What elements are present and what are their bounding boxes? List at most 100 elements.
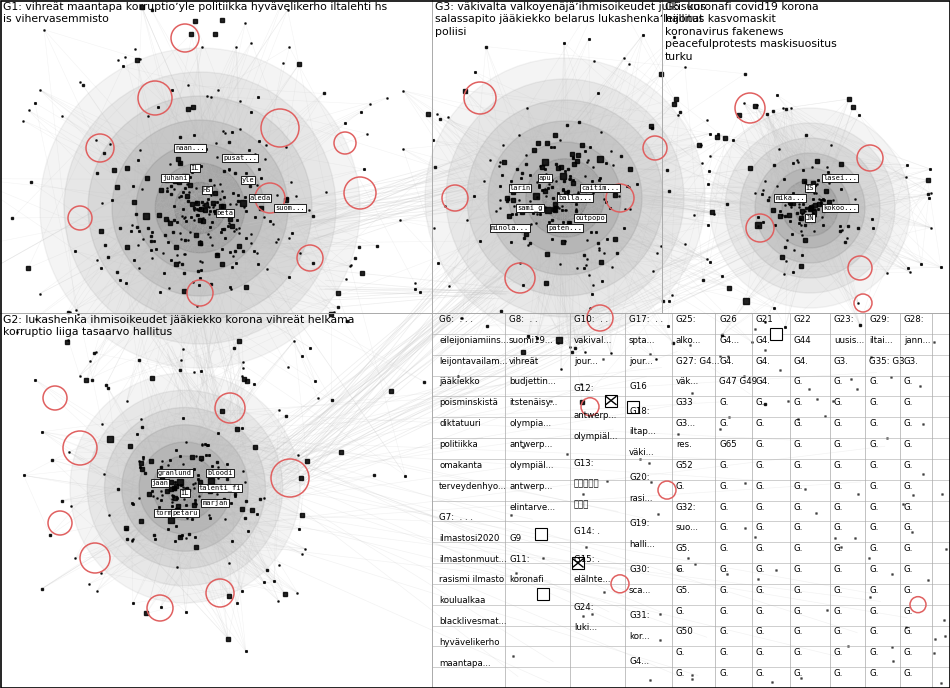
- Text: G.: G.: [756, 544, 766, 553]
- Text: G.: G.: [719, 502, 729, 511]
- Text: suomi19...: suomi19...: [509, 336, 554, 345]
- Text: G3: väkivalta valkoyenäjäʼihmisoikeudet julkisuus
salassapito jääkiekko belarus : G3: väkivalta valkoyenäjäʼihmisoikeudet …: [435, 2, 706, 36]
- Text: leijontavailam...: leijontavailam...: [439, 356, 507, 365]
- Text: halli...: halli...: [629, 540, 655, 549]
- Text: aleda: aleda: [249, 195, 271, 201]
- Text: G.: G.: [904, 419, 913, 428]
- Text: G.: G.: [869, 648, 879, 657]
- Circle shape: [136, 144, 264, 272]
- Text: omakanta: omakanta: [439, 461, 482, 470]
- Text: koulualkaa: koulualkaa: [439, 596, 485, 605]
- Text: G.: G.: [904, 398, 913, 407]
- Text: larin: larin: [509, 185, 531, 191]
- Text: G.: G.: [904, 482, 913, 491]
- Text: kokoo...: kokoo...: [823, 205, 857, 211]
- Text: G.: G.: [794, 440, 804, 449]
- Circle shape: [40, 48, 360, 368]
- Text: G.: G.: [904, 607, 913, 616]
- Text: G.: G.: [869, 586, 879, 595]
- Text: G11:: G11:: [509, 555, 530, 563]
- Text: G.: G.: [676, 607, 685, 616]
- Circle shape: [794, 192, 826, 224]
- Text: pusat...: pusat...: [223, 155, 257, 161]
- Text: G.: G.: [904, 648, 913, 657]
- Text: G.: G.: [834, 482, 844, 491]
- Text: G.: G.: [676, 482, 685, 491]
- Text: G.: G.: [869, 607, 879, 616]
- Circle shape: [64, 72, 336, 344]
- Text: G.: G.: [794, 669, 804, 678]
- Text: G.: G.: [756, 524, 766, 533]
- Text: G44: G44: [794, 336, 811, 345]
- Text: G14: .: G14: .: [574, 528, 600, 537]
- Text: G.: G.: [904, 524, 913, 533]
- Text: G4...: G4...: [719, 336, 739, 345]
- Circle shape: [740, 138, 880, 278]
- Text: G8:  . .: G8: . .: [509, 315, 538, 324]
- Text: uusis...: uusis...: [834, 336, 864, 345]
- Text: G.: G.: [904, 586, 913, 595]
- Text: G9: G9: [509, 534, 522, 543]
- Text: G29:: G29:: [869, 315, 889, 324]
- Circle shape: [175, 182, 225, 234]
- Circle shape: [542, 175, 587, 220]
- Text: G.: G.: [904, 440, 913, 449]
- Text: caitim...: caitim...: [580, 185, 619, 191]
- Text: ilmastonmuut...: ilmastonmuut...: [439, 555, 506, 563]
- Text: G.: G.: [676, 648, 685, 657]
- Text: G.: G.: [904, 502, 913, 511]
- Text: G.: G.: [834, 627, 844, 636]
- Text: diktatuuri: diktatuuri: [439, 419, 481, 428]
- Text: G.: G.: [719, 648, 729, 657]
- Text: G.: G.: [756, 482, 766, 491]
- Text: G.: G.: [719, 627, 729, 636]
- Text: G10:  . .: G10: . .: [574, 315, 608, 324]
- Text: G2: lukashenka ihmisoikeudet jääkiekko korona vihreät helkama
korruptio liiga ta: G2: lukashenka ihmisoikeudet jääkiekko k…: [3, 315, 354, 337]
- Text: フィンラン: フィンラン: [574, 480, 599, 488]
- Circle shape: [88, 96, 312, 320]
- Text: eileijoniamiins...: eileijoniamiins...: [439, 336, 508, 345]
- Text: antwerp...: antwerp...: [574, 411, 618, 420]
- Text: G50: G50: [676, 627, 694, 636]
- Circle shape: [725, 123, 895, 293]
- Circle shape: [509, 142, 621, 254]
- Text: G5: koronafi covid19 korona
hallitus kasvomaskit
koronavirus fakenews
peacefulpr: G5: koronafi covid19 korona hallitus kas…: [665, 2, 837, 62]
- Circle shape: [153, 456, 218, 520]
- Text: budjettin...: budjettin...: [509, 378, 556, 387]
- Text: G26: G26: [719, 315, 737, 324]
- Text: balla...: balla...: [558, 195, 592, 201]
- Circle shape: [104, 407, 265, 568]
- Text: G.: G.: [834, 440, 844, 449]
- Text: G.: G.: [869, 565, 879, 574]
- Text: iltai...: iltai...: [869, 336, 893, 345]
- Text: G.: G.: [794, 524, 804, 533]
- Circle shape: [425, 58, 705, 338]
- Text: G.: G.: [869, 440, 879, 449]
- Text: G33: G33: [676, 398, 694, 407]
- Text: G.: G.: [794, 378, 804, 387]
- Text: olympiäl...: olympiäl...: [509, 461, 554, 470]
- Text: kor...: kor...: [629, 632, 650, 641]
- Text: G21: G21: [756, 315, 773, 324]
- Text: G16: G16: [629, 382, 647, 391]
- Text: IL: IL: [180, 490, 189, 496]
- Text: maantapa...: maantapa...: [439, 658, 490, 668]
- Text: G.: G.: [794, 627, 804, 636]
- Text: koronafi: koronafi: [509, 575, 543, 584]
- Text: minola...: minola...: [491, 225, 529, 231]
- Text: jääkiekko: jääkiekko: [439, 378, 480, 387]
- Circle shape: [525, 159, 604, 237]
- Text: G17:  . .: G17: . .: [629, 315, 663, 324]
- Text: G4.: G4.: [756, 356, 770, 365]
- Text: G.: G.: [794, 648, 804, 657]
- Text: sca...: sca...: [629, 586, 652, 595]
- Text: luki...: luki...: [574, 623, 598, 632]
- Text: G.: G.: [719, 565, 729, 574]
- Text: suo...: suo...: [676, 524, 699, 533]
- Text: G.: G.: [794, 544, 804, 553]
- Bar: [605, 394, 617, 407]
- Circle shape: [122, 424, 248, 551]
- Text: jour...: jour...: [574, 356, 598, 365]
- Text: G23:: G23:: [834, 315, 855, 324]
- Text: G.: G.: [756, 398, 766, 407]
